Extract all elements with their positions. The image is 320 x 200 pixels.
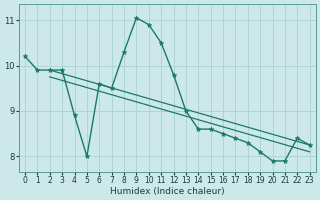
X-axis label: Humidex (Indice chaleur): Humidex (Indice chaleur) — [110, 187, 225, 196]
